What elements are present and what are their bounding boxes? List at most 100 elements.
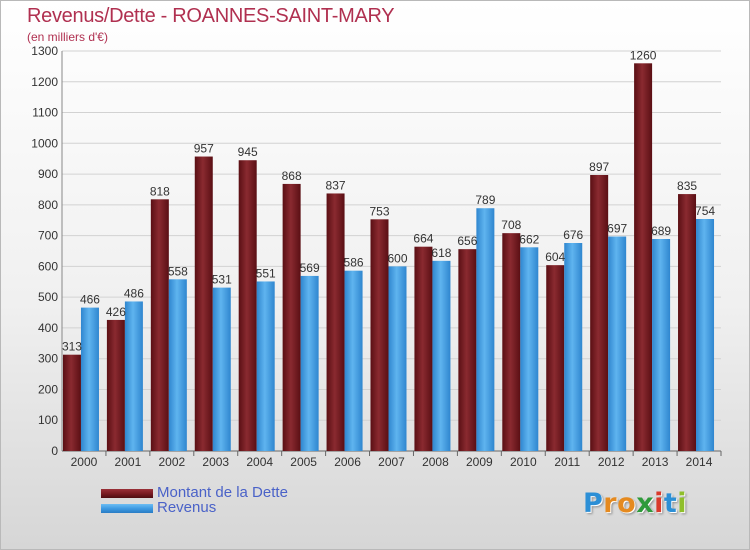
data-label: 656 (457, 234, 477, 248)
data-label: 837 (326, 178, 346, 192)
y-tick-label: 300 (38, 352, 58, 366)
data-label: 664 (413, 232, 433, 246)
data-label: 789 (475, 193, 495, 207)
data-label: 662 (519, 232, 539, 246)
bar-dette (590, 175, 609, 451)
logo-letter: o (617, 488, 637, 519)
bar-revenus (652, 239, 671, 451)
x-tick-label: 2008 (422, 455, 449, 469)
x-tick-label: 2009 (466, 455, 493, 469)
legend-label-dette: Montant de la Dette (157, 484, 288, 501)
logo-letter: r (603, 488, 618, 519)
x-tick-label: 2002 (158, 455, 185, 469)
data-label: 551 (256, 266, 276, 280)
bar-revenus (388, 266, 407, 451)
legend-swatch-revenus (101, 504, 153, 513)
data-label: 313 (62, 340, 82, 354)
y-tick-label: 1300 (31, 44, 58, 58)
x-tick-label: 2007 (378, 455, 405, 469)
bar-revenus (696, 219, 715, 451)
bar-dette (546, 265, 565, 451)
data-label: 868 (282, 169, 302, 183)
data-label: 558 (168, 264, 188, 278)
bar-dette (502, 233, 521, 451)
bar-revenus (300, 275, 319, 451)
bar-dette (194, 156, 213, 452)
y-tick-label: 1200 (31, 75, 58, 89)
data-label: 486 (124, 286, 144, 300)
bar-dette (458, 249, 477, 451)
data-label: 957 (194, 142, 214, 156)
bar-dette (370, 219, 389, 451)
data-label: 586 (344, 256, 364, 270)
data-label: 697 (607, 222, 627, 236)
logo-letter: i (677, 488, 688, 519)
bar-dette (282, 183, 301, 451)
data-label: 618 (431, 246, 451, 260)
x-tick-label: 2011 (554, 455, 580, 469)
proxiti-logo: Proxiti (583, 488, 687, 519)
bar-dette (326, 193, 345, 451)
y-tick-label: 400 (38, 321, 58, 335)
logo-letter: t (663, 488, 678, 519)
data-label: 945 (238, 145, 258, 159)
legend-swatch-dette (101, 489, 153, 498)
legend-label-revenus: Revenus (157, 499, 217, 516)
data-label: 600 (387, 251, 407, 265)
logo-letter: P (583, 488, 604, 519)
x-tick-label: 2006 (334, 455, 361, 469)
y-tick-label: 500 (38, 290, 58, 304)
bar-revenus (432, 260, 451, 451)
data-label: 689 (651, 224, 671, 238)
data-label: 818 (150, 184, 170, 198)
data-label: 569 (300, 261, 320, 275)
y-tick-label: 700 (38, 229, 58, 243)
data-label: 897 (589, 160, 609, 174)
chart-title: Revenus/Dette - ROANNES-SAINT-MARY (27, 5, 395, 27)
x-tick-label: 2014 (686, 455, 713, 469)
bar-revenus (124, 301, 143, 451)
data-label: 604 (545, 250, 565, 264)
bar-revenus (564, 243, 583, 451)
x-tick-label: 2000 (71, 455, 98, 469)
x-tick-label: 2013 (642, 455, 669, 469)
y-tick-label: 200 (38, 382, 58, 396)
y-tick-label: 600 (38, 259, 58, 273)
x-tick-label: 2012 (598, 455, 625, 469)
y-tick-label: 800 (38, 198, 58, 212)
logo-letter: x (636, 488, 655, 519)
bar-revenus (212, 287, 231, 451)
x-tick-label: 2001 (115, 455, 142, 469)
bar-revenus (608, 236, 627, 451)
data-label: 754 (695, 204, 715, 218)
data-label: 676 (563, 228, 583, 242)
bar-dette (238, 160, 257, 451)
logo-letter: i (654, 488, 664, 519)
data-label: 835 (677, 179, 697, 193)
y-tick-label: 1000 (31, 136, 58, 150)
bar-revenus (80, 307, 99, 451)
bar-revenus (520, 247, 539, 451)
data-label: 753 (369, 204, 389, 218)
bar-revenus (168, 279, 187, 451)
data-label: 708 (501, 218, 521, 232)
bar-revenus (256, 281, 275, 451)
bar-revenus (476, 208, 495, 451)
bar-dette (678, 194, 697, 452)
bar-dette (62, 354, 81, 451)
y-tick-label: 100 (38, 413, 58, 427)
data-label: 1260 (630, 48, 657, 62)
y-tick-label: 900 (38, 167, 58, 181)
data-label: 466 (80, 293, 100, 307)
bar-dette (150, 199, 169, 451)
y-tick-label: 1100 (32, 106, 58, 120)
bar-dette (634, 63, 653, 452)
data-label: 531 (212, 273, 232, 287)
y-tick-label: 0 (51, 444, 58, 458)
bar-dette (414, 246, 433, 451)
bar-dette (106, 319, 125, 451)
chart-subtitle: (en milliers d'€) (27, 30, 108, 44)
x-tick-label: 2010 (510, 455, 537, 469)
